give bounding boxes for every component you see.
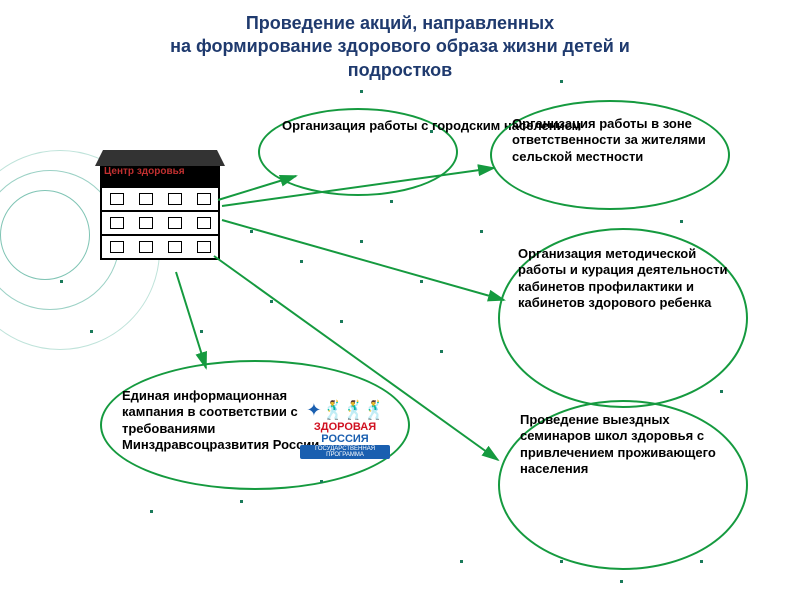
sparkle-dot — [430, 130, 433, 133]
sparkle-dot — [300, 260, 303, 263]
title-line: Проведение акций, направленных — [0, 12, 800, 35]
sparkle-dot — [390, 200, 393, 203]
node-text: Проведение выездных семинаров школ здоро… — [520, 412, 730, 477]
sparkle-dot — [360, 240, 363, 243]
node-text: Организация методической работы и кураци… — [518, 246, 728, 311]
zdorovaya-rossiya-logo: ✦ 🕺🕺🕺 ЗДОРОВАЯ РОССИЯ ГОСУДАРСТВЕННАЯ ПР… — [300, 400, 390, 460]
sparkle-dot — [420, 280, 423, 283]
sparkle-dot — [680, 220, 683, 223]
sparkle-dot — [200, 330, 203, 333]
arrow — [222, 220, 504, 300]
sparkle-dot — [560, 80, 563, 83]
deco-circle — [0, 190, 90, 280]
sparkle-dot — [720, 390, 723, 393]
sparkle-dot — [320, 480, 323, 483]
sparkle-dot — [150, 510, 153, 513]
title-line: на формирование здорового образа жизни д… — [0, 35, 800, 58]
sparkle-dot — [90, 330, 93, 333]
sparkle-dot — [340, 320, 343, 323]
sparkle-dot — [270, 300, 273, 303]
sparkle-dot — [240, 500, 243, 503]
sparkle-dot — [360, 90, 363, 93]
sparkle-dot — [700, 560, 703, 563]
sparkle-dot — [560, 560, 563, 563]
sparkle-dot — [620, 580, 623, 583]
building-icon: Центр здоровья — [100, 150, 220, 270]
node-text: Организация работы в зоне ответственност… — [512, 116, 712, 165]
sparkle-dot — [440, 350, 443, 353]
sparkle-dot — [460, 560, 463, 563]
building-label: Центр здоровья — [100, 166, 220, 188]
sparkle-dot — [60, 280, 63, 283]
sparkle-dot — [480, 230, 483, 233]
arrow — [176, 272, 206, 368]
sparkle-dot — [250, 230, 253, 233]
page-title: Проведение акций, направленных на формир… — [0, 0, 800, 82]
title-line: подростков — [0, 59, 800, 82]
